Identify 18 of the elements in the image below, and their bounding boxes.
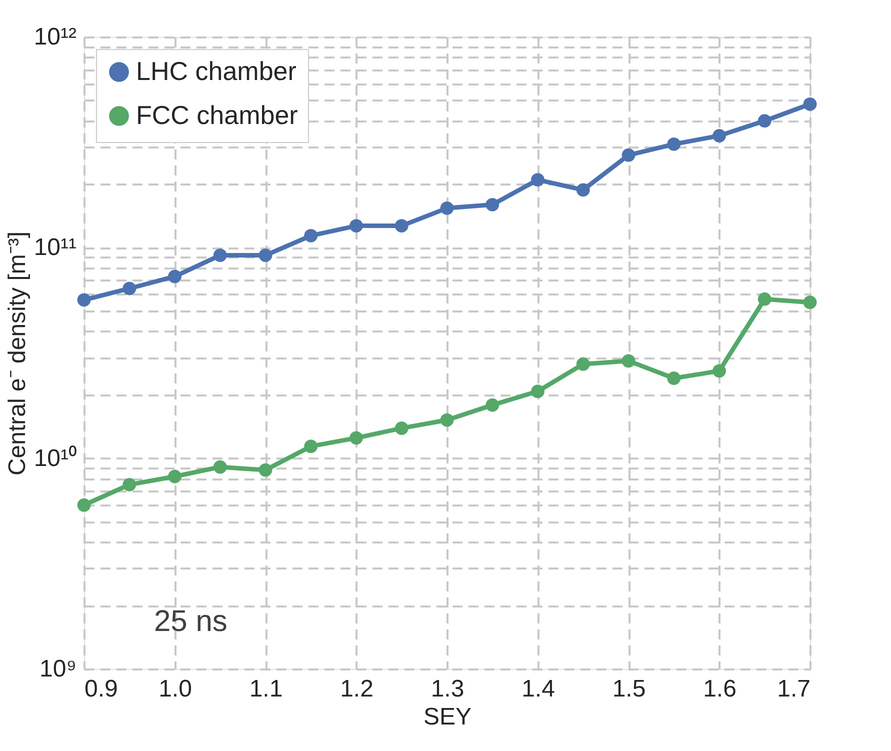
x-tick-label: 1.2 xyxy=(340,676,374,702)
x-tick-label: 1.3 xyxy=(430,676,464,702)
x-tick-label: 1.6 xyxy=(703,676,736,702)
y-tick-label: 10¹¹ xyxy=(34,234,76,262)
y-tick-label: 10⁹ xyxy=(40,656,76,682)
legend-label: FCC chamber xyxy=(136,100,298,130)
x-tick-label: 1.4 xyxy=(522,676,555,702)
x-tick-label: 1.0 xyxy=(158,676,192,702)
x-axis-title: SEY xyxy=(423,704,472,730)
x-tick-label: 0.9 xyxy=(84,676,118,702)
legend-label: LHC chamber xyxy=(136,56,297,86)
y-tick-label: 10¹² xyxy=(34,24,76,50)
y-tick-label: 10¹⁰ xyxy=(34,444,76,472)
x-tick-label: 1.5 xyxy=(612,676,646,702)
x-tick-label: 1.7 xyxy=(777,676,810,702)
y-axis-title: Central e⁻ density [m⁻³] xyxy=(4,231,31,476)
x-tick-label: 1.1 xyxy=(249,676,283,702)
annotation: 25 ns xyxy=(154,605,228,638)
